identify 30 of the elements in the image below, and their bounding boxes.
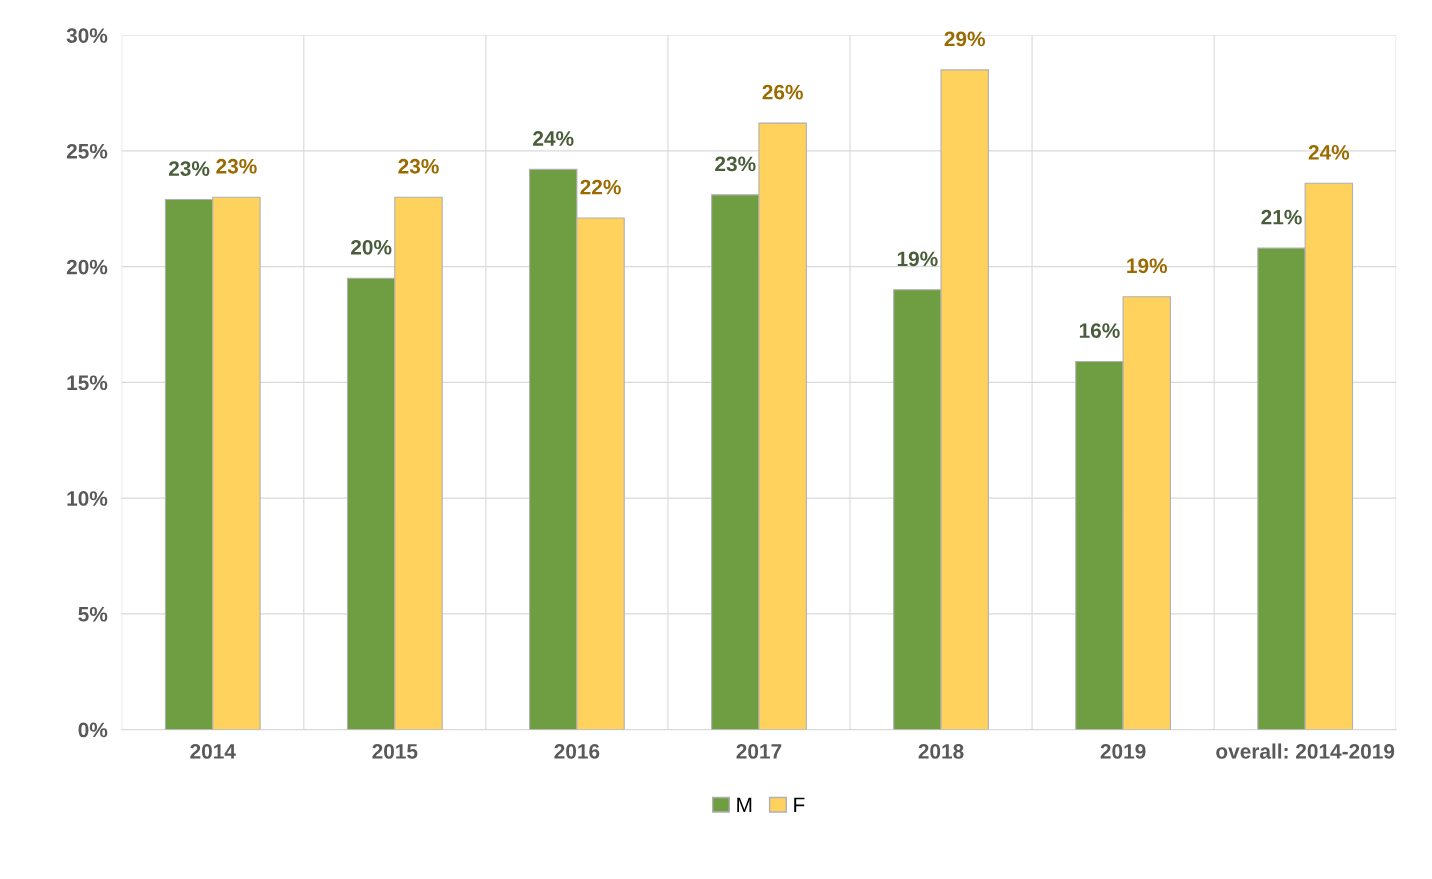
y-tick-label: 25% — [66, 143, 108, 159]
data-label: 16% — [1079, 323, 1120, 338]
x-tick-label: 2014 — [190, 744, 236, 759]
y-tick-label: 30% — [66, 28, 108, 43]
x-tick-label: overall: 2014-2019 — [1216, 743, 1395, 759]
data-label: 24% — [533, 131, 574, 146]
x-tick-label: 2015 — [372, 744, 418, 759]
legend-label: M — [737, 797, 752, 813]
x-tick-label: 2018 — [918, 744, 964, 759]
data-label: 23% — [715, 156, 756, 172]
y-tick-label: 15% — [67, 375, 108, 391]
data-label: 23% — [398, 158, 439, 174]
y-tick-label: 0% — [78, 722, 108, 738]
y-tick-label: 20% — [66, 259, 108, 275]
data-label: 23% — [216, 158, 257, 174]
data-label: 26% — [762, 84, 803, 100]
data-label: 29% — [944, 31, 985, 47]
data-label: 21% — [1261, 209, 1302, 225]
data-label: 23% — [168, 161, 210, 176]
x-tick-label: 2016 — [554, 744, 600, 759]
legend-label: F — [794, 797, 805, 813]
data-label: 19% — [1127, 258, 1168, 274]
y-tick-label: 5% — [78, 606, 108, 622]
data-label: 24% — [1308, 144, 1350, 160]
data-label: 19% — [897, 251, 938, 267]
data-label: 20% — [351, 239, 392, 255]
data-label: 22% — [580, 179, 621, 195]
y-tick-label: 10% — [67, 491, 108, 506]
x-tick-label: 2019 — [1100, 744, 1146, 759]
x-tick-label: 2017 — [736, 744, 782, 759]
